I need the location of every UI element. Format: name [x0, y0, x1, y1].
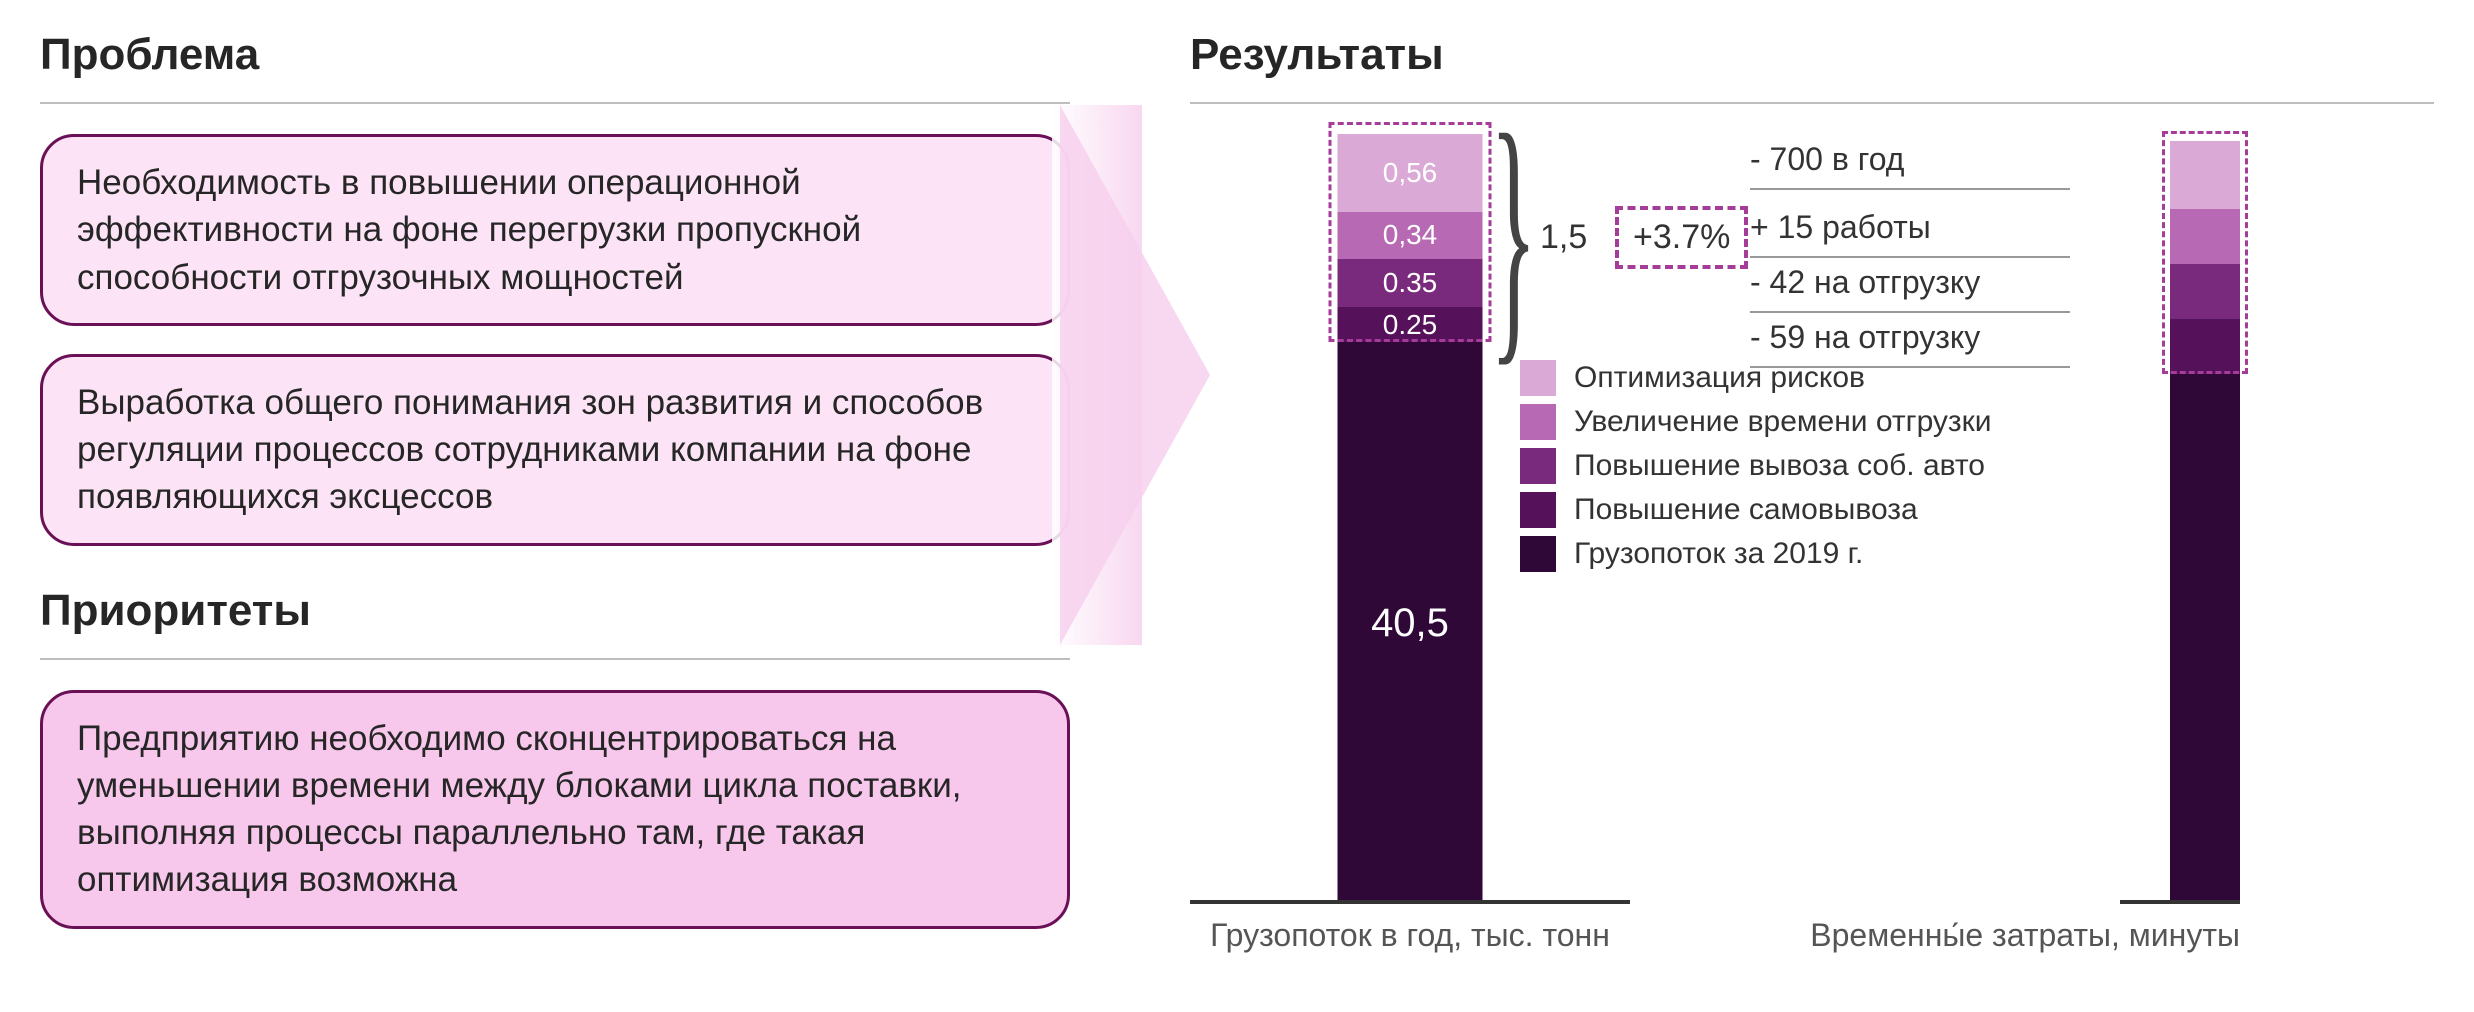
- divider: [40, 102, 1070, 104]
- bar-segment: [2170, 374, 2240, 904]
- legend-swatch: [1520, 404, 1556, 440]
- bar-segment: 0.35: [1338, 259, 1483, 308]
- percent-badge: +3.7%: [1615, 206, 1748, 269]
- bar-segment: 0,56: [1338, 134, 1483, 212]
- bar-stack: [2170, 141, 2240, 904]
- bar-segment: [2170, 264, 2240, 319]
- time-label-row: - 700 в год: [1750, 133, 2070, 190]
- charts-container: 0,560,340.350.2540,5 Грузопоток в год, т…: [1190, 134, 2434, 904]
- chart-time-costs: - 700 в год + 15 работы- 42 на отгрузку- …: [1750, 134, 2240, 904]
- bar-segment: 0,34: [1338, 212, 1483, 259]
- axis-title: Временны́е затраты, минуты: [1750, 917, 2240, 954]
- bar-stack: 0,560,340.350.2540,5: [1338, 134, 1483, 904]
- bar-segment: 40,5: [1338, 342, 1483, 904]
- bar-segment: [2170, 319, 2240, 374]
- time-label-row: - 59 на отгрузку: [1750, 311, 2070, 368]
- axis-line: [1190, 900, 1630, 904]
- bar-segment: 0.25: [1338, 307, 1483, 342]
- legend-swatch: [1520, 536, 1556, 572]
- axis-line: [2120, 900, 2240, 904]
- bar-segment: [2170, 141, 2240, 209]
- time-label-row: - 42 на отгрузку: [1750, 256, 2070, 313]
- results-heading: Результаты: [1190, 30, 2434, 80]
- legend-swatch: [1520, 360, 1556, 396]
- problem-item-2: Выработка общего понимания зон развития …: [40, 354, 1070, 546]
- brace-icon: }: [1490, 93, 1537, 373]
- divider: [1190, 102, 2434, 104]
- priority-item-1: Предприятию необходимо сконцентрироватьс…: [40, 690, 1070, 929]
- brace-total-label: 1,5: [1540, 218, 1587, 257]
- time-label-row: + 15 работы: [1750, 201, 2070, 258]
- divider: [40, 658, 1070, 660]
- legend-swatch: [1520, 492, 1556, 528]
- axis-title: Грузопоток в год, тыс. тонн: [1190, 917, 1630, 954]
- problem-heading: Проблема: [40, 30, 1070, 80]
- bar-segment: [2170, 209, 2240, 264]
- priorities-heading: Приоритеты: [40, 586, 1070, 636]
- problem-item-1: Необходимость в повышении операционной э…: [40, 134, 1070, 326]
- legend-swatch: [1520, 448, 1556, 484]
